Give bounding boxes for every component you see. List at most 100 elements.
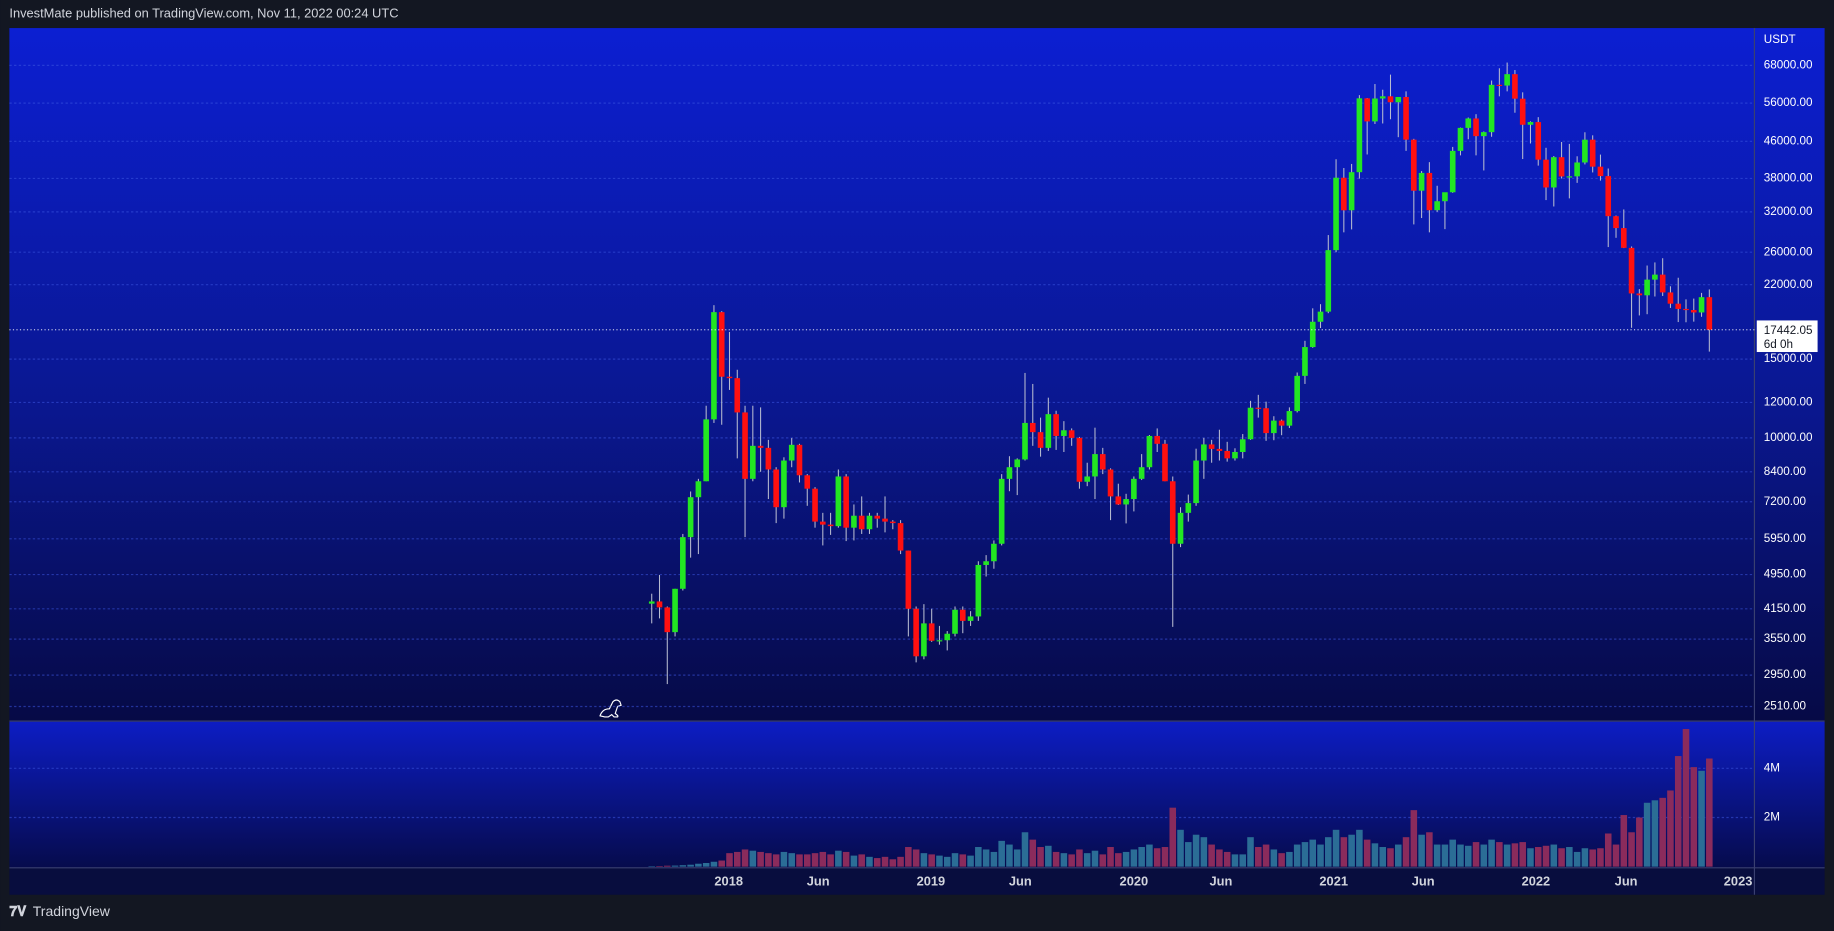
candle-body [1504,74,1510,86]
volume-bar [1659,797,1666,867]
volume-tick-label: 4M [1764,761,1780,774]
volume-bar [1286,851,1293,867]
volume-bar [936,855,943,867]
candle-body [1286,411,1293,426]
candle-body [1341,177,1347,211]
volume-bar [1527,848,1534,867]
candle-body [1325,250,1332,312]
volume-bar [1410,810,1418,867]
volume-bar [1317,844,1324,867]
volume-bar [1581,848,1589,867]
volume-bar [671,865,679,867]
candle-body [1558,157,1565,177]
candle-body [1597,166,1604,177]
candle-body [656,601,663,608]
candle-body [1628,247,1635,294]
candle-body [1154,435,1161,444]
volume-bar [1503,844,1511,867]
x-tick-label: 2021 [1319,873,1348,888]
volume-bar [1262,844,1270,867]
volume-bar [1667,790,1674,867]
volume-bar [1706,758,1713,867]
candle-body [1193,460,1199,504]
candle-body [1535,122,1542,160]
candle-body [1045,414,1052,448]
volume-bar [959,854,967,867]
candle-body [1029,422,1036,433]
volume-bar [1449,839,1456,867]
candle-body [664,607,671,633]
candle-body [672,588,678,633]
candle-body [820,521,826,525]
candle-body [827,524,834,527]
candle-body [1138,467,1145,479]
candle-body [1037,432,1044,448]
volume-bar [850,855,858,867]
volume-bar [1216,849,1223,867]
volume-bar [1402,837,1410,867]
volume-bar [1418,834,1425,867]
volume-bar [796,854,803,867]
volume-bar [718,860,725,867]
candle-body [1232,451,1238,459]
volume-bar [1682,729,1690,867]
candle-body [1356,98,1363,173]
volume-bar [1690,767,1698,867]
volume-bar [1441,844,1449,867]
volume-bar [1480,844,1488,867]
candle-body [1294,375,1300,412]
volume-bar [819,851,827,867]
volume-bar [1472,842,1480,867]
volume-bar [1628,832,1635,867]
volume-bar [1426,832,1433,867]
last-price-box [1756,320,1818,353]
candle-body [1442,192,1448,202]
volume-bar [998,840,1005,867]
volume-bar [1550,844,1558,867]
volume-bar [1387,848,1394,867]
volume-bar [1208,844,1215,867]
candle-body [983,561,989,565]
volume-bar [1566,847,1573,867]
volume-bar [1115,853,1122,867]
candle-body [734,378,741,413]
candle-body [1550,157,1557,188]
x-tick-label: 2020 [1120,873,1149,888]
volume-bar [1348,834,1355,867]
volume-bar [881,856,889,867]
candle-body [1364,98,1370,122]
candle-body [1379,96,1386,99]
volume-bar [1394,844,1402,867]
candle-body [1426,172,1433,211]
volume-bar [1371,843,1379,867]
volume-bar [1153,848,1161,867]
volume-bar [1185,842,1192,867]
candle-body [1620,228,1627,248]
candle-body [944,633,951,641]
volume-bar [1029,839,1037,867]
volume-bar [1534,847,1542,867]
candle-body [905,550,912,609]
candle-body [998,478,1005,544]
footer-brand: TradingView [33,903,111,919]
volume-bar [1138,847,1145,867]
candle-body [1512,74,1518,99]
y-tick-label: 10000.00 [1764,431,1813,444]
volume-bar [897,856,904,867]
volume-bar [835,850,842,867]
volume-tick-label: 2M [1764,811,1780,824]
volume-bar [741,849,749,867]
candle-body [1387,96,1394,103]
volume-bar [1363,839,1371,867]
volume-bar [1558,848,1565,867]
volume-bar [842,851,850,867]
candle-body [1123,499,1129,505]
candle-body [1659,274,1666,293]
candle-body [1053,414,1059,436]
volume-bar [1674,756,1682,867]
volume-bar [1325,837,1332,867]
volume-bar [772,854,780,867]
candle-body [967,616,974,621]
x-tick-label: Jun [1009,873,1032,888]
volume-bar [1519,842,1526,867]
